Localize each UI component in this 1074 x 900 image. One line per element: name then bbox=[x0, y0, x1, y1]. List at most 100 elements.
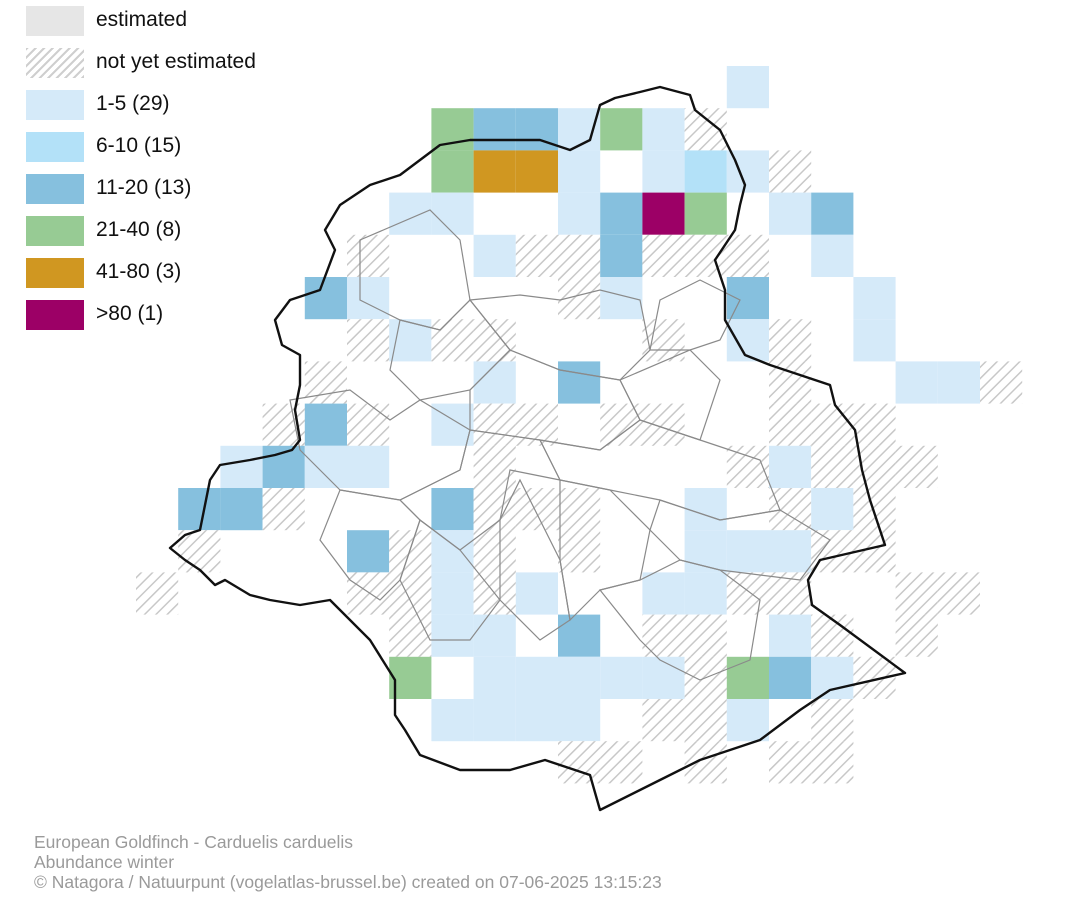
species-name: European Goldfinch - Carduelis carduelis bbox=[34, 832, 354, 852]
not-yet-estimated-cell bbox=[811, 741, 854, 784]
not-yet-estimated-cell bbox=[558, 530, 601, 573]
cell-1-5 bbox=[811, 656, 854, 699]
legend-label: >80 (1) bbox=[96, 302, 164, 325]
cell-1-5 bbox=[769, 530, 812, 573]
not-yet-estimated-cell bbox=[684, 614, 727, 657]
cell-11-20 bbox=[178, 488, 221, 531]
not-yet-estimated-cell bbox=[136, 572, 179, 615]
legend-swatch-11-20 bbox=[26, 174, 84, 204]
cell-1-5 bbox=[347, 277, 390, 320]
not-yet-estimated-cell bbox=[937, 572, 980, 615]
not-yet-estimated-cell bbox=[811, 699, 854, 742]
not-yet-estimated-cell bbox=[642, 234, 685, 277]
cell-1-5 bbox=[811, 488, 854, 531]
cell-1-5 bbox=[642, 150, 685, 193]
cell-1-5 bbox=[515, 656, 558, 699]
not-yet-estimated-cell bbox=[684, 741, 727, 784]
cell-1-5 bbox=[558, 150, 601, 193]
cell-1-5 bbox=[642, 108, 685, 151]
not-yet-estimated-cell bbox=[642, 403, 685, 446]
cell-1-5 bbox=[937, 361, 980, 404]
cell-11-20 bbox=[769, 656, 812, 699]
not-yet-estimated-cell bbox=[684, 234, 727, 277]
not-yet-estimated-cell bbox=[769, 741, 812, 784]
cell-21-40 bbox=[389, 656, 432, 699]
legend-swatch-not-yet-estimated bbox=[26, 48, 84, 78]
cell-1-5 bbox=[558, 699, 601, 742]
not-yet-estimated-cell bbox=[558, 277, 601, 320]
not-yet-estimated-cell bbox=[769, 488, 812, 531]
not-yet-estimated-cell bbox=[347, 319, 390, 362]
legend-swatch-21-40 bbox=[26, 216, 84, 246]
not-yet-estimated-cell bbox=[473, 530, 516, 573]
legend-label: 1-5 (29) bbox=[96, 92, 170, 115]
cell-1-5 bbox=[347, 445, 390, 488]
not-yet-estimated-cell bbox=[347, 572, 390, 615]
cell-1-5 bbox=[473, 234, 516, 277]
not-yet-estimated-cell bbox=[389, 614, 432, 657]
cell-1-5 bbox=[473, 614, 516, 657]
cell-1-5 bbox=[642, 572, 685, 615]
not-yet-estimated-cell bbox=[769, 403, 812, 446]
legend-swatch-6-10 bbox=[26, 132, 84, 162]
not-yet-estimated-cell bbox=[347, 234, 390, 277]
cell-1-5 bbox=[684, 572, 727, 615]
not-yet-estimated-cell bbox=[558, 234, 601, 277]
cell-11-20 bbox=[600, 234, 643, 277]
cell-1-5 bbox=[431, 572, 474, 615]
not-yet-estimated-cell bbox=[347, 403, 390, 446]
not-yet-estimated-cell bbox=[389, 530, 432, 573]
cell-1-5 bbox=[558, 192, 601, 235]
cell-1-5 bbox=[431, 699, 474, 742]
cell-11-20 bbox=[431, 488, 474, 531]
cell-1-5 bbox=[684, 488, 727, 531]
not-yet-estimated-cell bbox=[726, 445, 769, 488]
not-yet-estimated-cell bbox=[558, 488, 601, 531]
not-yet-estimated-cell bbox=[684, 699, 727, 742]
cell-1-5 bbox=[558, 656, 601, 699]
cell-1-5 bbox=[473, 361, 516, 404]
cell-41-80 bbox=[515, 150, 558, 193]
cell-11-20 bbox=[304, 403, 347, 446]
not-yet-estimated-cell bbox=[980, 361, 1023, 404]
not-yet-estimated-cell bbox=[178, 530, 221, 573]
not-yet-estimated-cell bbox=[811, 445, 854, 488]
cell-11-20 bbox=[558, 361, 601, 404]
cell-1-5 bbox=[726, 319, 769, 362]
not-yet-estimated-cell bbox=[769, 319, 812, 362]
not-yet-estimated-cell bbox=[558, 741, 601, 784]
cell-1-5 bbox=[515, 699, 558, 742]
cell-11-20 bbox=[811, 192, 854, 235]
not-yet-estimated-cell bbox=[895, 572, 938, 615]
cell-1-5 bbox=[769, 614, 812, 657]
not-yet-estimated-cell bbox=[769, 361, 812, 404]
not-yet-estimated-cell bbox=[811, 530, 854, 573]
cell-1-5 bbox=[389, 192, 432, 235]
cell-11-20 bbox=[473, 108, 516, 151]
not-yet-estimated-cell bbox=[262, 488, 305, 531]
not-yet-estimated-cell bbox=[473, 488, 516, 531]
cell-1-5 bbox=[473, 656, 516, 699]
not-yet-estimated-cell bbox=[726, 234, 769, 277]
not-yet-estimated-cell bbox=[853, 403, 896, 446]
cell-21-40 bbox=[600, 108, 643, 151]
not-yet-estimated-cell bbox=[515, 488, 558, 531]
municipality-borders bbox=[289, 209, 831, 681]
not-yet-estimated-cell bbox=[304, 361, 347, 404]
not-yet-estimated-cell bbox=[600, 403, 643, 446]
legend-label: 11-20 (13) bbox=[96, 176, 192, 199]
cell-1-5 bbox=[853, 319, 896, 362]
not-yet-estimated-cell bbox=[473, 403, 516, 446]
cell-over-80 bbox=[642, 192, 685, 235]
not-yet-estimated-cell bbox=[895, 614, 938, 657]
cell-1-5 bbox=[726, 530, 769, 573]
copyright-source: © Natagora / Natuurpunt (vogelatlas-brus… bbox=[34, 872, 662, 892]
not-yet-estimated-cell bbox=[515, 234, 558, 277]
map-type: Abundance winter bbox=[34, 852, 175, 872]
cell-1-5 bbox=[769, 445, 812, 488]
cell-1-5 bbox=[853, 277, 896, 320]
cell-1-5 bbox=[811, 234, 854, 277]
cell-1-5 bbox=[684, 530, 727, 573]
legend-swatch-1-5 bbox=[26, 90, 84, 120]
